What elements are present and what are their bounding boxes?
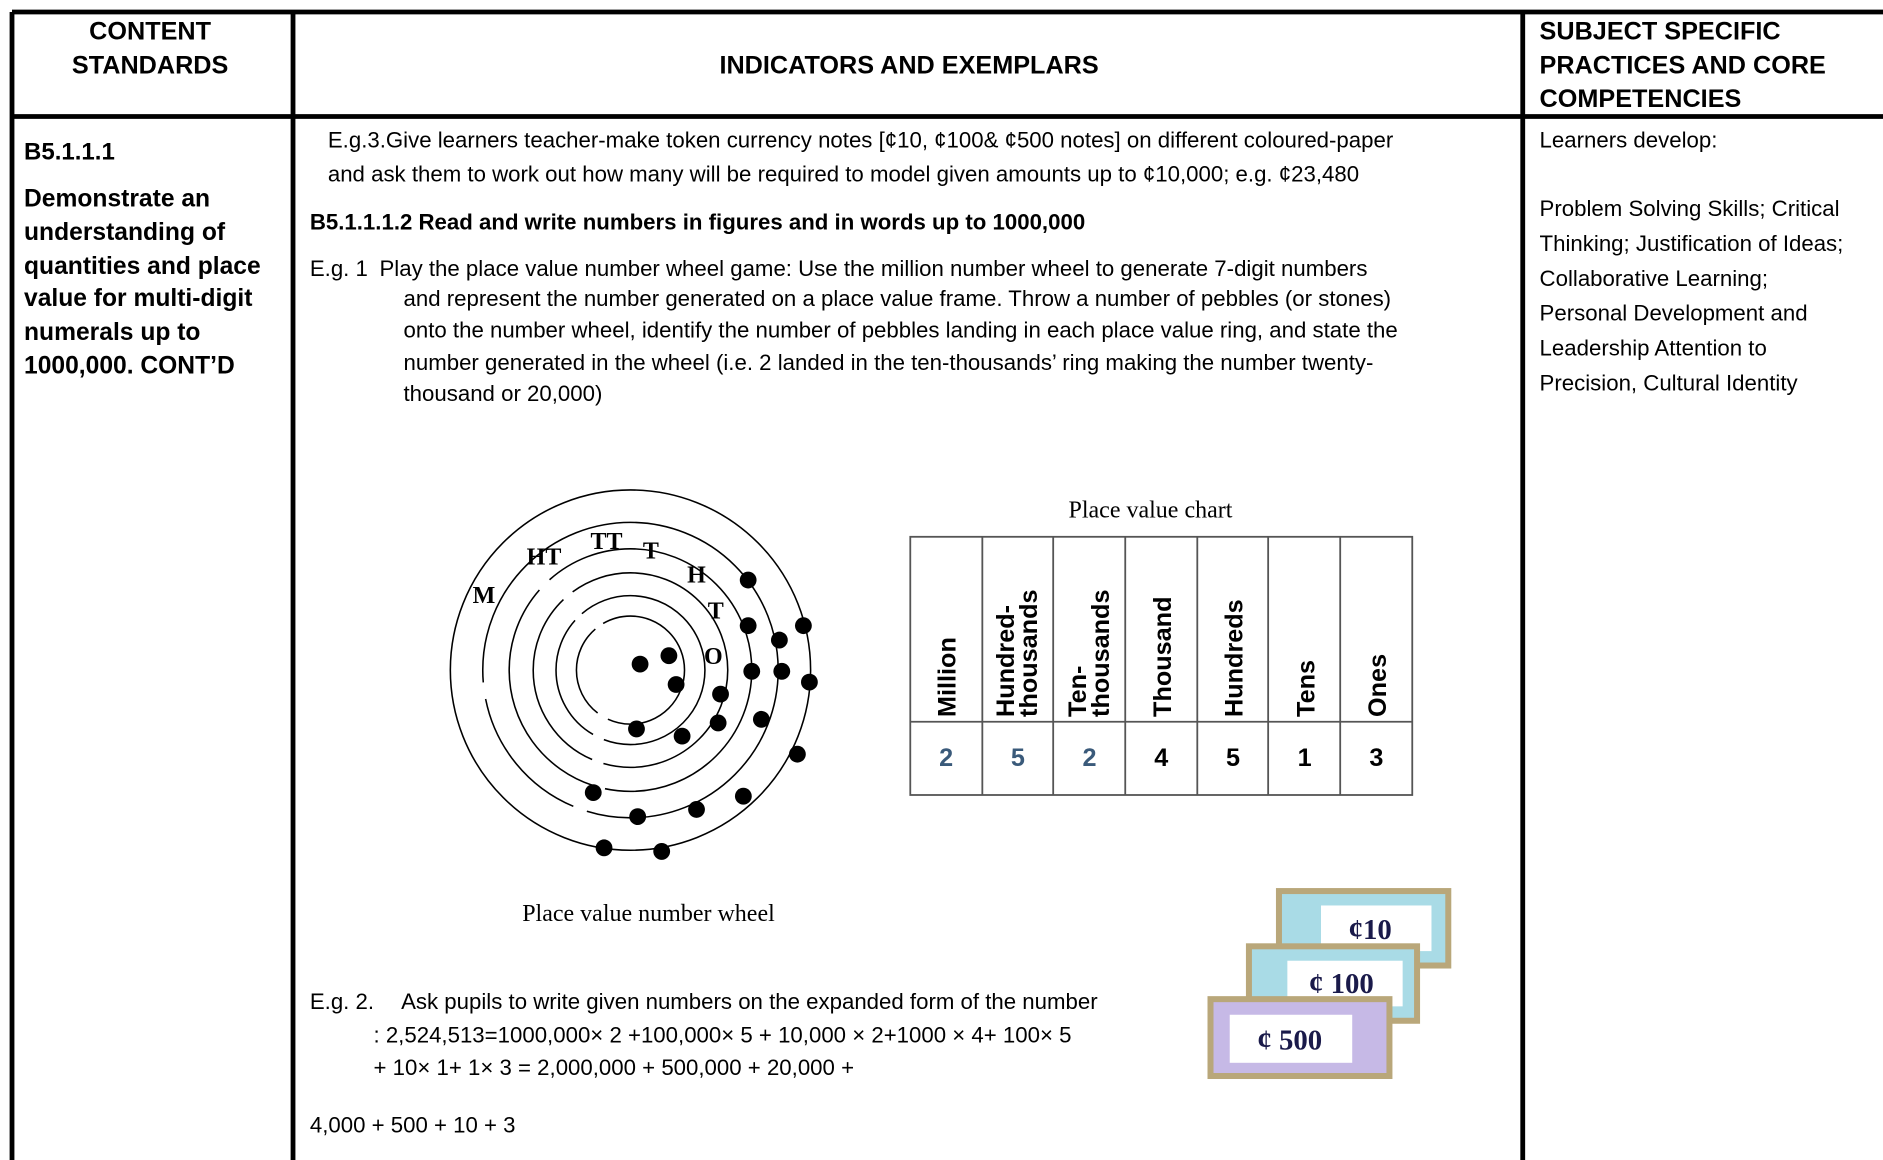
pebbles xyxy=(584,571,818,860)
digit: 5 xyxy=(1226,744,1240,772)
note-label: ¢ 500 xyxy=(1257,1025,1322,1057)
practices-text: Leadership Attention to xyxy=(1539,335,1767,361)
chart-title: Place value chart xyxy=(1069,498,1233,524)
column-header: Ten- xyxy=(1064,666,1092,717)
standard-text: quantities and place xyxy=(24,251,261,280)
ring-label: H xyxy=(687,562,706,588)
ring-label: TT xyxy=(590,529,622,555)
standard-code: B5.1.1.1 xyxy=(24,139,115,166)
paragraph-line: E.g.3.Give learners teacher-make token c… xyxy=(327,127,1394,153)
header-text: CONTENT xyxy=(89,18,212,46)
practices-text: Collaborative Learning; xyxy=(1539,265,1769,291)
practices-text: Problem Solving Skills; Critical xyxy=(1539,195,1840,221)
digit: 5 xyxy=(1011,744,1025,772)
digit: 2 xyxy=(1083,744,1097,772)
digit: 4 xyxy=(1154,744,1168,772)
column-header: Hundred- xyxy=(992,605,1020,717)
place-value-grid xyxy=(909,535,1414,796)
paragraph-line: Play the place value number wheel game: … xyxy=(379,255,1368,282)
standard-text: 1000,000. CONT’D xyxy=(24,351,235,380)
header-text: INDICATORS AND EXEMPLARS xyxy=(719,51,1099,80)
paragraph-line: Ask pupils to write given numbers on the… xyxy=(401,988,1098,1014)
column-header: Tens xyxy=(1292,660,1320,717)
ring-label: HT xyxy=(527,544,562,570)
currency-notes xyxy=(1207,888,1452,1080)
ring-label: T xyxy=(708,598,724,624)
paragraph-line: and represent the number generated on a … xyxy=(403,285,1392,312)
paragraph-line: thousand or 20,000) xyxy=(403,380,603,406)
header-text: PRACTICES AND CORE xyxy=(1539,51,1826,80)
example-label: E.g. 2. xyxy=(309,988,375,1014)
ring-label: M xyxy=(473,583,496,609)
paragraph-line: 4,000 + 500 + 10 + 3 xyxy=(309,1112,516,1138)
caption: Place value number wheel xyxy=(522,901,775,927)
paragraph-line: onto the number wheel, identify the numb… xyxy=(403,317,1398,343)
paragraph-line: and ask them to work out how many will b… xyxy=(327,160,1360,187)
ring-label: T xyxy=(643,538,659,564)
column-header: Million xyxy=(934,637,962,717)
table-borders xyxy=(9,9,1883,1160)
header-text: SUBJECT SPECIFIC xyxy=(1539,18,1781,46)
paragraph-line: : 2,524,513=1000,000× 2 +100,000× 5 + 10… xyxy=(373,1021,1072,1047)
example-label: E.g. 1 xyxy=(309,255,368,282)
paragraph-line: number generated in the wheel (i.e. 2 la… xyxy=(403,349,1374,375)
column-header: thousands xyxy=(1087,590,1115,717)
subheading: B5.1.1.1.2 Read and write numbers in fig… xyxy=(309,208,1086,235)
header-text: STANDARDS xyxy=(71,51,229,80)
digit: 3 xyxy=(1369,744,1383,772)
practices-text: Personal Development and xyxy=(1539,300,1808,326)
note-label: ¢10 xyxy=(1349,914,1392,946)
ring-label: O xyxy=(704,644,723,670)
practices-text: Learners develop: xyxy=(1539,127,1718,153)
practices-text: Thinking; Justification of Ideas; xyxy=(1539,230,1844,256)
column-header: Thousand xyxy=(1149,597,1177,717)
header-text: COMPETENCIES xyxy=(1539,85,1742,113)
digit: 2 xyxy=(939,744,953,772)
standard-text: understanding of xyxy=(24,218,226,246)
column-header: thousands xyxy=(1015,590,1043,717)
standard-text: numerals up to xyxy=(24,318,201,347)
practices-text: Precision, Cultural Identity xyxy=(1539,369,1798,396)
standard-text: value for multi-digit xyxy=(24,285,253,313)
note-label: ¢ 100 xyxy=(1309,968,1374,1000)
standard-text: Demonstrate an xyxy=(24,184,211,213)
column-header: Ones xyxy=(1364,654,1392,717)
digit: 1 xyxy=(1298,744,1312,772)
paragraph-line: + 10× 1+ 1× 3 = 2,000,000 + 500,000 + 20… xyxy=(373,1054,855,1080)
column-header: Hundreds xyxy=(1221,599,1249,717)
